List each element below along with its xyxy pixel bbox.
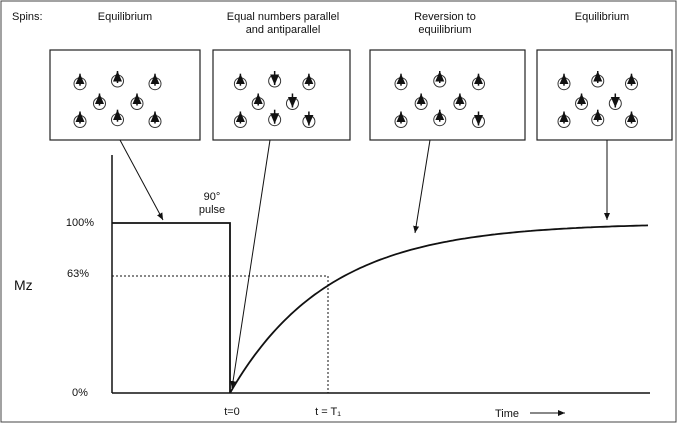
x-label: Time xyxy=(495,408,519,420)
panel-label: Equilibrium xyxy=(98,11,152,23)
x-tick: t = T₁ xyxy=(315,406,341,418)
y-label: Mz xyxy=(14,277,33,293)
panel xyxy=(370,50,525,140)
pulse-label: 90° xyxy=(204,191,221,203)
panel xyxy=(537,50,672,140)
pulse-label: pulse xyxy=(199,204,225,216)
panel xyxy=(213,50,350,140)
spins-label: Spins: xyxy=(12,11,43,23)
panel-label: Equal numbers parallel xyxy=(227,11,340,23)
panel-label: and antiparallel xyxy=(246,24,321,36)
panel xyxy=(50,50,200,140)
panel-label: Reversion to xyxy=(414,11,476,23)
x-tick: t=0 xyxy=(224,406,240,418)
y-tick: 63% xyxy=(67,268,89,280)
panel-label: Equilibrium xyxy=(575,11,629,23)
panel-label: equilibrium xyxy=(418,24,471,36)
y-tick: 100% xyxy=(66,217,94,229)
y-tick: 0% xyxy=(72,387,88,399)
diagram: Spins: Equilibrium Equal numbers parallel… xyxy=(0,0,677,423)
